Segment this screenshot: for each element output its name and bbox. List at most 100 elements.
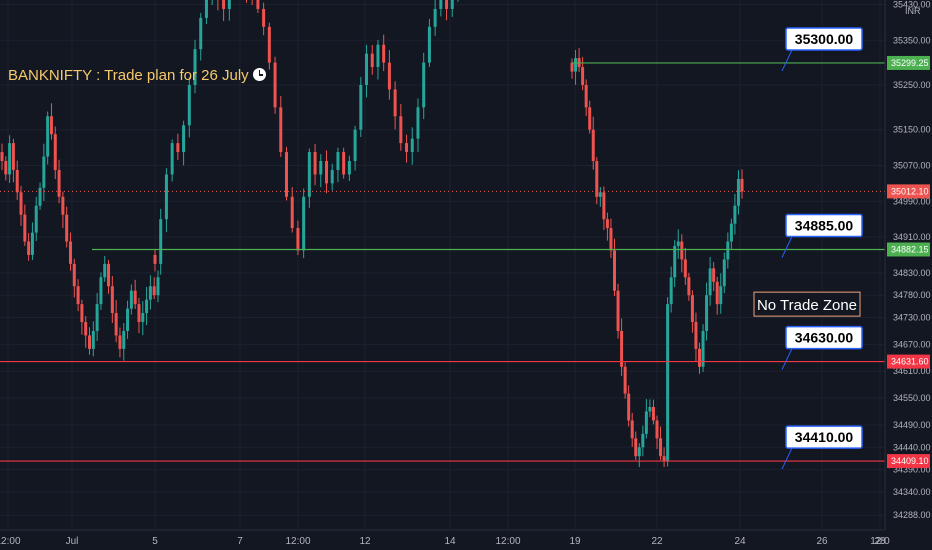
candle-body bbox=[313, 152, 317, 175]
price-axis: 35430.00 35350.00 35250.00 35150.00 35070.00… bbox=[884, 0, 932, 550]
price-tick-label: 34910.00 bbox=[893, 232, 931, 242]
candle-body bbox=[659, 438, 663, 457]
candle-body bbox=[42, 156, 46, 188]
level-price-tag bbox=[887, 242, 930, 257]
no-trade-zone-label: No Trade Zone bbox=[757, 297, 857, 314]
level-label-text: 34885.00 bbox=[795, 218, 854, 234]
candle-body bbox=[620, 330, 624, 367]
candle-body bbox=[708, 268, 712, 296]
time-tick-label: Jul bbox=[66, 536, 79, 547]
candle-body bbox=[705, 295, 709, 331]
chart-title-text: BANKNIFTY : Trade plan for 26 July bbox=[8, 67, 249, 84]
level-price-tag bbox=[887, 354, 930, 369]
candle-body bbox=[393, 89, 397, 117]
candle-body bbox=[740, 178, 744, 192]
candle-body bbox=[95, 304, 99, 331]
candle-body bbox=[262, 8, 266, 27]
candle-body bbox=[722, 259, 726, 287]
time-tick-label: 14 bbox=[444, 536, 456, 547]
candle-body bbox=[715, 281, 719, 305]
candle-body bbox=[623, 366, 627, 394]
candle-body bbox=[227, 0, 231, 9]
candle-body bbox=[159, 219, 163, 264]
candle-body bbox=[733, 205, 737, 224]
candle-body bbox=[290, 196, 294, 229]
candle-body bbox=[605, 219, 609, 229]
level-price-tag bbox=[887, 55, 930, 70]
candle-body bbox=[655, 420, 659, 439]
candle-body bbox=[399, 116, 403, 144]
current-price-tag bbox=[887, 184, 930, 199]
candle-body bbox=[279, 107, 283, 153]
price-tick-label: 34670.00 bbox=[893, 339, 931, 349]
candle-body bbox=[729, 223, 733, 242]
candle-body bbox=[387, 62, 391, 90]
candle-body bbox=[630, 420, 634, 439]
price-levels bbox=[0, 62, 885, 462]
price-tick-label: 34340.00 bbox=[893, 487, 931, 497]
candle-body bbox=[651, 407, 655, 421]
candle-body bbox=[687, 277, 691, 296]
candle-body bbox=[637, 447, 641, 457]
price-tick-label: 35250.00 bbox=[893, 80, 931, 90]
price-tick-label: 34288.00 bbox=[893, 510, 931, 520]
candle-body bbox=[353, 129, 357, 162]
candle-body bbox=[588, 107, 592, 130]
candle-body bbox=[38, 187, 42, 206]
level-price-tag bbox=[887, 454, 930, 469]
candle-body bbox=[325, 161, 329, 184]
candle-body bbox=[694, 322, 698, 349]
price-tick-label: 34610.00 bbox=[893, 366, 931, 376]
candle-body bbox=[187, 84, 191, 126]
annotations: 35300.00 34885.00 34630.00 34410.00 No Trade… bbox=[753, 27, 863, 470]
level-price-tag-text: 34882.15 bbox=[891, 245, 929, 255]
candle-body bbox=[27, 241, 31, 255]
price-tick-label: 34830.00 bbox=[893, 268, 931, 278]
candle-body bbox=[11, 143, 15, 170]
candle-body bbox=[122, 330, 126, 349]
level-label-text: 34630.00 bbox=[795, 330, 854, 346]
currency-label: INR bbox=[905, 6, 921, 16]
candle-body bbox=[736, 178, 740, 206]
candle-body bbox=[204, 0, 208, 18]
candle-body bbox=[673, 245, 677, 278]
candlestick-series bbox=[0, 0, 744, 468]
candle-body bbox=[156, 277, 160, 296]
candle-body bbox=[256, 0, 260, 9]
price-tick-label: 35150.00 bbox=[893, 125, 931, 135]
candle-body bbox=[107, 263, 111, 287]
level-label-box bbox=[785, 213, 863, 238]
candle-body bbox=[712, 268, 716, 282]
candle-body bbox=[88, 335, 92, 349]
candle-body bbox=[80, 304, 84, 323]
candle-body bbox=[141, 313, 145, 323]
candle-body bbox=[84, 322, 88, 336]
candle-body bbox=[359, 84, 363, 130]
time-tick-label: 26 bbox=[816, 536, 828, 547]
candle-body bbox=[416, 107, 420, 139]
candle-body bbox=[450, 0, 454, 9]
candle-body bbox=[319, 161, 323, 175]
candle-body bbox=[46, 116, 50, 157]
candle-body bbox=[627, 393, 631, 421]
time-tick-label: 19 bbox=[569, 536, 581, 547]
candle-body bbox=[427, 26, 431, 63]
candle-body bbox=[133, 290, 137, 305]
candle-body bbox=[0, 152, 4, 162]
candle-body bbox=[680, 241, 684, 260]
price-tick-label: 34440.00 bbox=[893, 442, 931, 452]
candle-body bbox=[422, 62, 426, 108]
time-tick-label: 12:0 bbox=[870, 536, 890, 547]
candle-body bbox=[273, 62, 277, 108]
candle-body bbox=[347, 161, 351, 175]
candle-body bbox=[118, 335, 122, 349]
candle-body bbox=[170, 143, 174, 175]
candle-body bbox=[193, 49, 197, 85]
candle-body bbox=[382, 44, 386, 63]
candle-body bbox=[53, 134, 57, 170]
price-tick-label: 35070.00 bbox=[893, 160, 931, 170]
time-tick-label: 12:00 bbox=[285, 536, 310, 547]
candle-body bbox=[719, 286, 723, 305]
level-price-tag-text: 35299.25 bbox=[891, 58, 929, 68]
